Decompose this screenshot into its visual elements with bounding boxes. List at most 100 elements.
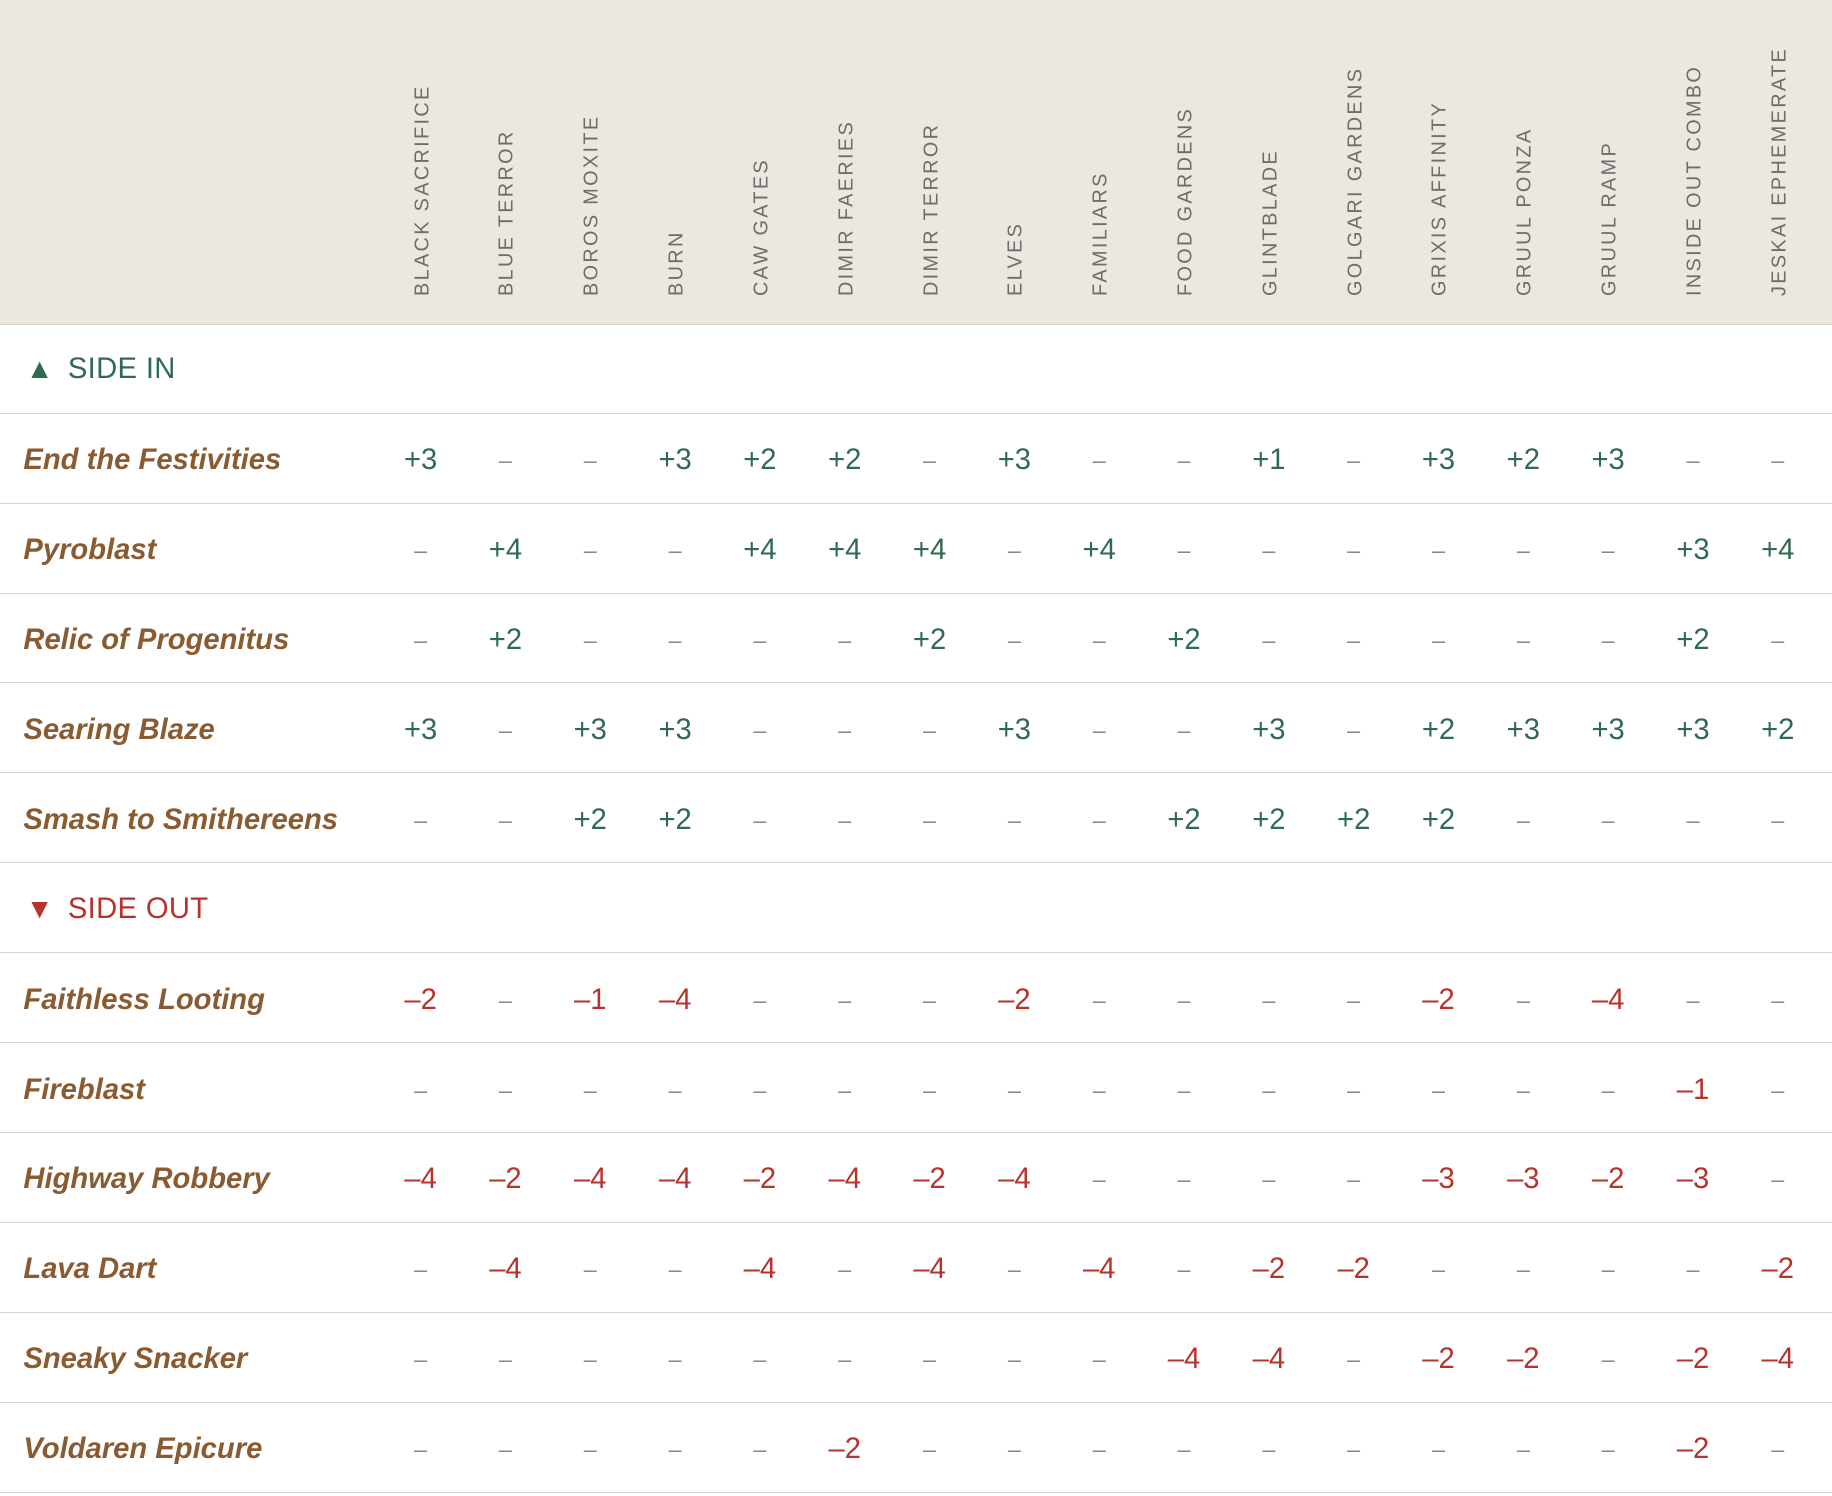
table-cell: – xyxy=(923,1076,937,1103)
column-header-label: BLUE TERROR xyxy=(496,129,519,296)
table-cell: – xyxy=(498,446,512,473)
table-cell: – xyxy=(1092,806,1106,833)
table-cell: –2 xyxy=(1252,1253,1286,1286)
table-cell: – xyxy=(753,716,767,743)
table-cell: +2 xyxy=(658,803,692,836)
table-cell: – xyxy=(1347,716,1361,743)
matchup-header: BLACK SACRIFICE BLUE TERROR BOROS MOXITE BU… xyxy=(0,0,1832,325)
table-cell: +4 xyxy=(1082,533,1116,566)
table-cell: – xyxy=(1092,1346,1106,1373)
table-row: Lava Dart – –4 – – –4 – –4 – –4 – –2 –2 – – – – –2 xyxy=(0,1224,1832,1314)
card-name: Voldaren Epicure xyxy=(23,1433,263,1466)
table-cell: – xyxy=(1771,806,1785,833)
table-cell: – xyxy=(414,806,428,833)
table-cell: –2 xyxy=(913,1163,946,1196)
table-cell: +2 xyxy=(1506,443,1540,476)
section-title: ▲ SIDE IN xyxy=(26,325,176,414)
table-cell: – xyxy=(1177,1076,1191,1103)
table-cell: –3 xyxy=(1422,1163,1455,1196)
table-cell: –4 xyxy=(574,1163,607,1196)
table-cell: –4 xyxy=(658,983,692,1016)
table-row: End the Festivities +3 – – +3 +2 +2 – +3 – – +1 – +3 +… xyxy=(0,415,1832,504)
table-cell: +3 xyxy=(997,443,1032,476)
table-cell: –3 xyxy=(1676,1163,1710,1196)
table-cell: –4 xyxy=(1591,983,1625,1016)
table-cell: +2 xyxy=(1252,803,1286,836)
card-name: Faithless Looting xyxy=(23,983,265,1016)
table-cell: – xyxy=(414,1346,428,1373)
table-cell: – xyxy=(1092,716,1106,743)
card-name: Relic of Progenitus xyxy=(23,623,290,656)
table-cell: – xyxy=(838,626,852,653)
table-cell: –1 xyxy=(1676,1073,1710,1106)
table-cell: – xyxy=(1516,1256,1530,1283)
table-cell: – xyxy=(583,626,597,653)
table-cell: – xyxy=(1177,1256,1191,1283)
table-cell: – xyxy=(753,1346,767,1373)
table-cell: – xyxy=(1601,1436,1615,1463)
card-name: Smash to Smithereens xyxy=(23,803,339,836)
table-cell: – xyxy=(1262,1436,1276,1463)
triangle-up-icon: ▲ xyxy=(25,352,54,384)
table-cell: – xyxy=(583,1256,597,1283)
table-cell: – xyxy=(923,716,937,743)
table-cell: – xyxy=(1771,626,1785,653)
section-label: SIDE OUT xyxy=(67,892,209,925)
column-header-label: FOOD GARDENS xyxy=(1174,106,1197,296)
column-header-label: FAMILIARS xyxy=(1089,170,1112,296)
table-cell: – xyxy=(498,986,512,1013)
card-name: Lava Dart xyxy=(23,1253,157,1286)
table-cell: +3 xyxy=(573,713,607,746)
table-cell: +2 xyxy=(1421,713,1456,746)
column-header-label: GRUUL PONZA xyxy=(1513,127,1536,296)
table-cell: +3 xyxy=(658,713,692,746)
table-cell: –2 xyxy=(1591,1163,1625,1196)
table-cell: – xyxy=(1347,1436,1361,1463)
table-cell: – xyxy=(1771,1166,1785,1193)
table-cell: – xyxy=(1431,1436,1445,1463)
table-cell: – xyxy=(923,986,937,1013)
table-cell: +2 xyxy=(912,623,947,656)
table-cell: – xyxy=(1347,986,1361,1013)
card-name: Pyroblast xyxy=(23,533,157,566)
table-cell: – xyxy=(1007,806,1021,833)
table-row: Voldaren Epicure – – – – – –2 – – – – – – – – – –2 – xyxy=(0,1404,1832,1494)
table-cell: – xyxy=(583,1346,597,1373)
table-cell: – xyxy=(1516,1436,1530,1463)
card-name: Searing Blaze xyxy=(23,713,215,746)
column-header-label: JESKAI EPHEMERATE xyxy=(1768,46,1791,296)
table-cell: – xyxy=(1431,536,1445,563)
table-cell: –4 xyxy=(828,1163,861,1196)
table-cell: +2 xyxy=(828,443,862,476)
column-header-label: GRIXIS AFFINITY xyxy=(1429,100,1452,296)
table-cell: – xyxy=(498,1346,512,1373)
table-cell: –4 xyxy=(1082,1253,1116,1286)
table-cell: +2 xyxy=(1337,803,1371,836)
table-cell: – xyxy=(1686,446,1700,473)
table-cell: – xyxy=(1007,536,1021,563)
section-label: SIDE IN xyxy=(67,352,176,385)
table-cell: +2 xyxy=(1761,713,1795,746)
column-header-label: DIMIR TERROR xyxy=(920,122,943,296)
column-header-label: BURN xyxy=(665,229,688,296)
table-cell: +2 xyxy=(1421,803,1456,836)
table-cell: – xyxy=(753,626,767,653)
section-title: ▼ SIDE OUT xyxy=(26,865,209,954)
table-cell: – xyxy=(1177,1166,1191,1193)
table-cell: –2 xyxy=(404,983,437,1016)
table-cell: – xyxy=(1177,986,1191,1013)
table-cell: +2 xyxy=(1676,623,1710,656)
table-cell: – xyxy=(414,536,428,563)
table-row: Fireblast – – – – – – – – – – – – – – – –1 – xyxy=(0,1045,1832,1134)
table-cell: +3 xyxy=(1506,713,1540,746)
column-header-label: DIMIR FAERIES xyxy=(835,119,858,296)
table-cell: – xyxy=(498,806,512,833)
column-header-label: GOLGARI GARDENS xyxy=(1344,66,1367,296)
card-name: End the Festivities xyxy=(23,443,282,476)
table-cell: – xyxy=(1431,1076,1445,1103)
table-cell: – xyxy=(1516,536,1530,563)
table-cell: +3 xyxy=(403,713,438,746)
table-cell: – xyxy=(668,1076,682,1103)
column-header-label: CAW GATES xyxy=(750,157,773,296)
